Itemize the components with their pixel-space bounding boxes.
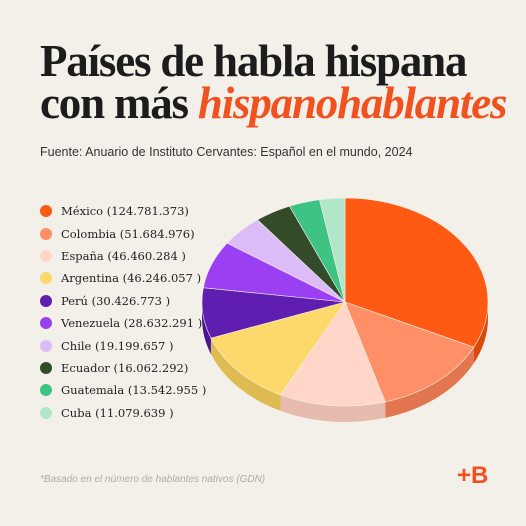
legend-swatch — [40, 339, 52, 352]
legend-swatch — [40, 272, 52, 285]
legend-swatch — [40, 205, 52, 218]
legend-item: Chile (19.199.657 ) — [40, 334, 206, 356]
legend-label: Venezuela (28.632.291 ) — [61, 316, 203, 331]
legend-item: Argentina (46.246.057 ) — [40, 267, 206, 289]
legend-item: Perú (30.426.773 ) — [40, 290, 206, 312]
pie-slice-side-3 — [210, 338, 281, 411]
legend-item: Ecuador (16.062.292) — [40, 357, 206, 379]
chart-title: Países de habla hispana con más hispanoh… — [40, 39, 508, 126]
legend-label: España (46.460.284 ) — [61, 248, 186, 263]
legend-swatch — [40, 249, 52, 262]
legend-item: Cuba (11.079.639 ) — [40, 402, 206, 424]
legend-item: Guatemala (13.542.955 ) — [40, 379, 206, 401]
legend-label: Chile (19.199.657 ) — [61, 338, 174, 353]
pie-slice-side-2 — [280, 394, 386, 423]
legend-label: Argentina (46.246.057 ) — [61, 271, 202, 286]
pie-slice-3 — [210, 301, 346, 396]
pie-slice-2 — [280, 301, 386, 407]
brand-logo: +B — [457, 462, 489, 489]
pie-slice-0 — [344, 197, 489, 348]
pie-top — [201, 197, 489, 407]
legend-swatch — [40, 227, 52, 240]
legend-label: Ecuador (16.062.292) — [61, 360, 189, 375]
legend-item: España (46.460.284 ) — [40, 245, 206, 267]
legend-label: Cuba (11.079.639 ) — [61, 405, 174, 420]
legend-item: México (124.781.373) — [40, 200, 206, 222]
legend-swatch — [40, 406, 52, 419]
title-line-2: con más — [40, 78, 198, 128]
footnote: *Basado en el número de hablantes nativo… — [40, 474, 266, 485]
legend: México (124.781.373) Colombia (51.684.976… — [40, 200, 206, 424]
title-accent: hispanohablantes — [197, 78, 508, 128]
pie-slice-9 — [319, 197, 346, 303]
legend-swatch — [40, 317, 52, 330]
pie-slice-1 — [344, 301, 475, 403]
legend-label: México (124.781.373) — [61, 204, 189, 219]
legend-item: Venezuela (28.632.291 ) — [40, 312, 206, 334]
pie-slice-side-0 — [473, 302, 488, 364]
legend-swatch — [40, 384, 52, 397]
pie-slice-side-1 — [385, 347, 474, 418]
legend-swatch — [40, 294, 52, 307]
title-line-1: Países de habla hispana — [40, 36, 467, 86]
source-text: Fuente: Anuario de Instituto Cervantes: … — [40, 145, 413, 159]
legend-swatch — [40, 361, 52, 374]
legend-label: Perú (30.426.773 ) — [61, 293, 171, 308]
legend-item: Colombia (51.684.976) — [40, 222, 206, 244]
legend-label: Colombia (51.684.976) — [61, 226, 195, 241]
legend-label: Guatemala (13.542.955 ) — [61, 383, 207, 398]
